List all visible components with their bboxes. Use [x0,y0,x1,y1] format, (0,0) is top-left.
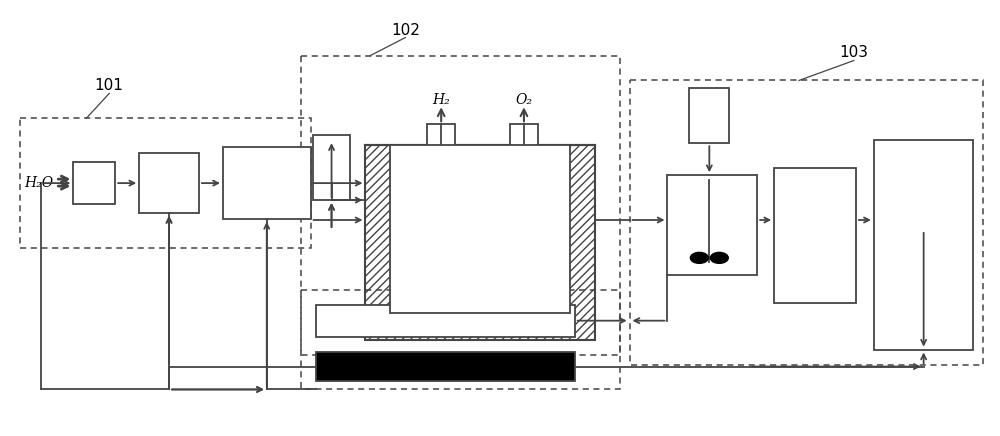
Bar [774,168,856,303]
Bar [630,80,983,364]
Bar [301,290,620,389]
Bar [427,124,455,146]
Ellipse shape [710,252,728,263]
Bar [689,89,729,143]
Text: 102: 102 [391,23,420,38]
Text: H₂: H₂ [432,93,450,107]
Text: 103: 103 [839,45,868,60]
Bar [73,162,115,204]
Bar [313,135,350,200]
Bar [874,140,973,350]
Ellipse shape [690,252,708,263]
Bar [510,290,538,313]
Text: 101: 101 [95,78,124,93]
Bar [139,153,199,213]
Bar [365,145,595,340]
Bar [427,290,455,313]
Text: O₂: O₂ [515,93,532,107]
Bar [316,351,575,382]
Bar [20,118,311,248]
Bar [301,55,620,354]
Bar [316,305,575,337]
Text: H₂O: H₂O [24,176,53,190]
Bar [667,175,757,275]
Bar [223,147,311,219]
Bar [390,145,570,313]
Bar [510,124,538,146]
